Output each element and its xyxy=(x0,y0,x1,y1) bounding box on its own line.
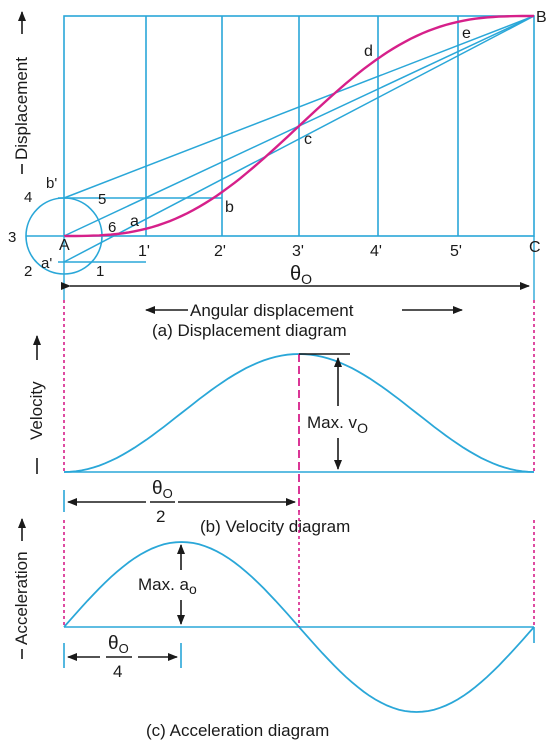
quarter-theta-denominator: 4 xyxy=(113,662,122,681)
circle-label-5: 5 xyxy=(98,191,106,208)
max-v-label: Max. vO xyxy=(307,413,368,436)
circle-label-3: 3 xyxy=(8,229,16,246)
parallel-lower xyxy=(63,15,535,263)
circle-label-6: 6 xyxy=(108,219,116,236)
svg-text:Velocity: Velocity xyxy=(27,381,46,440)
displacement-axis-label: Displacement xyxy=(12,11,31,174)
max-a-label: Max. ao xyxy=(138,575,197,597)
acceleration-diagram: Max. ao θO 4 Acceleration (c) Accelerati… xyxy=(12,512,535,740)
label-a-prime: a' xyxy=(41,255,52,272)
circle-label-4: 4 xyxy=(24,189,32,206)
label-a: a xyxy=(130,213,139,230)
angular-displacement-label: Angular displacement xyxy=(190,301,354,320)
label-b-prime: b' xyxy=(46,175,57,192)
half-theta-numerator: θO xyxy=(152,478,173,501)
division-label-3: 3' xyxy=(292,243,304,260)
label-a-point: A xyxy=(59,237,70,254)
theta-o-label: θO xyxy=(290,263,312,287)
acceleration-axis-label: Acceleration xyxy=(12,518,31,659)
displacement-curve xyxy=(64,14,534,238)
circle-label-2: 2 xyxy=(24,263,32,280)
displacement-caption: (a) Displacement diagram xyxy=(152,321,347,340)
parallel-upper xyxy=(63,15,535,199)
label-b: b xyxy=(225,199,234,216)
label-c: c xyxy=(304,131,312,148)
label-e: e xyxy=(462,25,471,42)
velocity-diagram: Max. vO θO 2 Velocity (b) Velocity diagr… xyxy=(27,300,535,536)
svg-text:Acceleration: Acceleration xyxy=(12,551,31,645)
velocity-axis-label: Velocity xyxy=(27,335,46,474)
acceleration-caption: (c) Acceleration diagram xyxy=(146,721,329,740)
division-lines xyxy=(145,16,459,236)
displacement-diagram: A B C a b c d e a' b' 1' 2' 3' 4' 5' 1 2… xyxy=(8,9,547,340)
half-theta-denominator: 2 xyxy=(156,507,165,526)
division-label-4: 4' xyxy=(370,243,382,260)
velocity-caption: (b) Velocity diagram xyxy=(200,517,350,536)
division-label-1: 1' xyxy=(138,243,150,260)
label-d: d xyxy=(364,43,373,60)
quarter-theta-numerator: θO xyxy=(108,633,129,656)
division-label-5: 5' xyxy=(450,243,462,260)
svg-text:Displacement: Displacement xyxy=(12,57,31,160)
circle-label-1: 1 xyxy=(96,263,104,280)
division-label-2: 2' xyxy=(214,243,226,260)
label-c-point: C xyxy=(529,239,541,256)
label-b-end: B xyxy=(536,9,547,26)
